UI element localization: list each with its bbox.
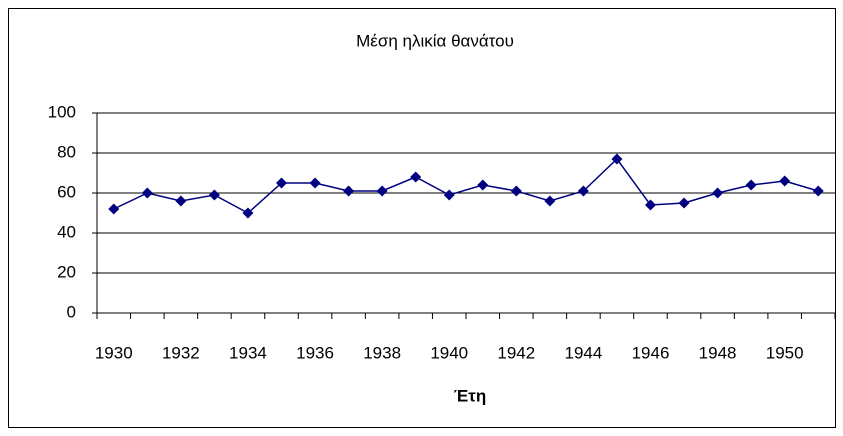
point-marker: [645, 199, 656, 211]
x-tick-label: 1950: [766, 343, 804, 362]
point-marker: [208, 189, 220, 201]
point-marker: [712, 187, 724, 199]
x-tick-label: 1944: [564, 343, 602, 362]
x-tick-label: 1948: [699, 343, 737, 362]
chart-border: [8, 8, 836, 428]
y-tick-label: 80: [57, 142, 76, 161]
point-marker: [309, 177, 321, 189]
point-marker: [343, 185, 355, 197]
point-marker: [443, 189, 455, 201]
y-tick-label: 40: [57, 222, 76, 241]
point-marker: [376, 185, 388, 197]
y-tick-label: 0: [67, 302, 76, 321]
point-marker: [477, 179, 489, 191]
y-tick-label: 20: [57, 262, 76, 281]
point-marker: [175, 195, 187, 207]
point-marker: [276, 177, 287, 189]
point-marker: [678, 197, 690, 209]
x-tick-label: 1932: [162, 343, 200, 362]
y-tick-label: 60: [57, 182, 76, 201]
x-tick-label: 1934: [229, 343, 267, 362]
point-marker: [141, 187, 153, 199]
point-marker: [812, 185, 824, 197]
point-marker: [611, 153, 623, 165]
point-marker: [544, 195, 556, 207]
x-tick-label: 1940: [430, 343, 468, 362]
point-marker: [745, 179, 757, 191]
point-marker: [410, 171, 422, 183]
y-tick-label: 100: [48, 102, 76, 121]
point-marker: [577, 185, 589, 197]
point-marker: [108, 203, 120, 215]
chart-title: Μέση ηλικία θανάτου: [356, 31, 514, 50]
series-line: [113, 157, 819, 214]
point-marker: [779, 175, 791, 187]
x-tick-label: 1938: [363, 343, 401, 362]
x-axis-label: Έτη: [454, 386, 486, 405]
x-tick-label: 1942: [497, 343, 535, 362]
x-tick-label: 1936: [296, 343, 334, 362]
point-marker: [242, 207, 254, 219]
point-marker: [510, 185, 522, 197]
x-tick-label: 1946: [632, 343, 670, 362]
x-tick-label: 1930: [95, 343, 133, 362]
